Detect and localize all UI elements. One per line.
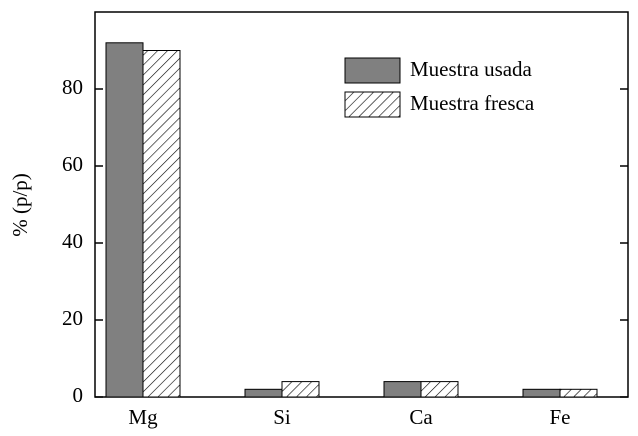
bar [522,388,561,398]
y-tick-label: 80 [62,75,83,99]
y-tick-label: 20 [62,306,83,330]
y-axis-label: % (p/p) [8,173,32,237]
bar [420,381,459,398]
x-tick-label: Si [273,405,291,429]
y-tick-label: 40 [62,229,83,253]
bar [281,381,320,398]
legend-label: Muestra fresca [410,91,535,115]
bar [559,388,598,398]
bar [244,388,283,398]
y-tick-label: 60 [62,152,83,176]
bar [142,50,181,398]
legend-swatch [344,57,401,84]
bar [105,42,144,398]
plot-frame [94,11,629,398]
x-tick-label: Fe [550,405,571,429]
legend-swatch [344,91,401,118]
y-tick-label: 0 [73,383,84,407]
x-tick-label: Mg [128,405,158,429]
bar [383,381,422,398]
x-tick-label: Ca [409,405,433,429]
legend-label: Muestra usada [410,57,533,81]
